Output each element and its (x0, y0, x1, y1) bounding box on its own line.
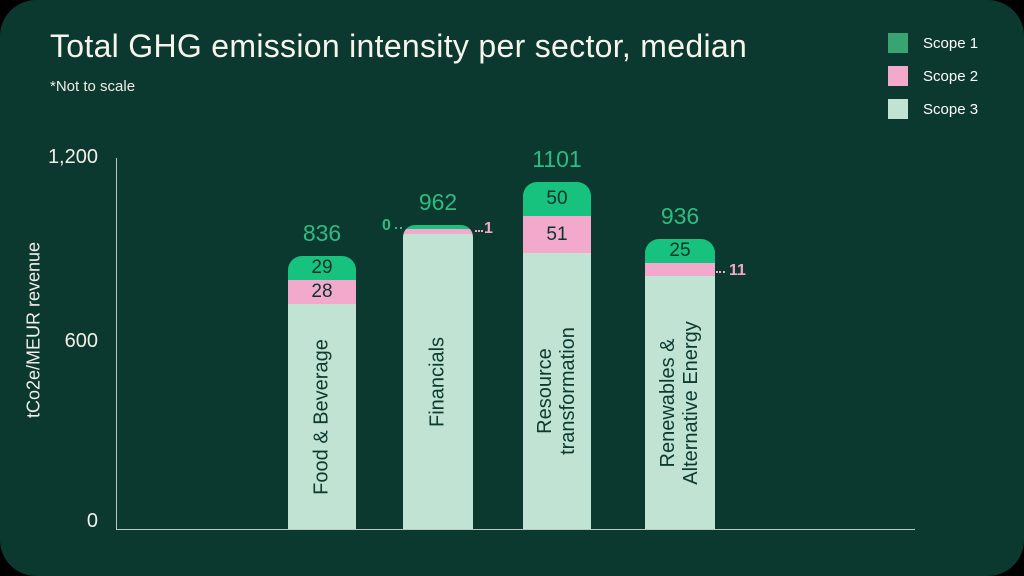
scope3-segment-food-beverage: Food & Beverage (288, 304, 356, 529)
bar-category-label-financials: Financials (426, 336, 449, 427)
bar-resource-transformation: 1101 50 51 Resource transformation (523, 146, 591, 529)
bar-food-beverage: 836 29 28 Food & Beverage (288, 220, 356, 529)
x-axis-line (116, 529, 915, 530)
callout-connector-scope1-financials (395, 227, 402, 229)
callout-connector-scope2-financials (475, 230, 483, 232)
bar-total-financials: 962 (418, 189, 458, 215)
scope2-value-resource-transformation: 51 (546, 223, 568, 245)
bar-renewables-alternative-energy: 936 25 Renewables & Alternative Energy (645, 203, 715, 529)
bar-total-food-beverage: 836 (302, 220, 342, 246)
bar-total-renewables: 936 (660, 203, 700, 229)
scope2-segment-resource-transformation: 51 (523, 216, 591, 253)
scope1-segment-food-beverage: 29 (288, 256, 356, 280)
legend: Scope 1 Scope 2 Scope 3 (888, 33, 978, 132)
scope1-segment-resource-transformation: 50 (523, 182, 591, 216)
scope2-segment-renewables (645, 263, 715, 276)
legend-item-scope3: Scope 3 (888, 99, 978, 119)
scope1-swatch-icon (888, 33, 908, 53)
scope1-value-callout-financials: 0 (382, 217, 391, 234)
scope1-segment-renewables: 25 (645, 239, 715, 263)
bar-category-label-renewables: Renewables & Alternative Energy (657, 320, 702, 485)
scope1-segment-financials (403, 225, 473, 229)
y-tick-600: 600 (64, 330, 98, 352)
bar-financials: 962 Financials (403, 189, 473, 529)
scope2-segment-financials (403, 229, 473, 234)
scope3-swatch-icon (888, 99, 908, 119)
y-tick-1200: 1,200 (47, 146, 98, 168)
scope3-segment-resource-transformation: Resource transformation (523, 253, 591, 529)
chart-title: Total GHG emission intensity per sector,… (50, 28, 748, 64)
scope2-value-callout-renewables: 11 (729, 262, 746, 279)
bar-category-label-food-beverage: Food & Beverage (310, 338, 333, 495)
legend-item-scope2: Scope 2 (888, 66, 978, 86)
scope2-value-food-beverage: 28 (311, 281, 333, 302)
legend-item-scope1: Scope 1 (888, 33, 978, 53)
scope1-value-resource-transformation: 50 (546, 188, 568, 209)
chart-note: *Not to scale (50, 78, 136, 95)
legend-label-scope3: Scope 3 (923, 100, 979, 118)
scope2-swatch-icon (888, 66, 908, 86)
bar-total-resource-transformation: 1101 (532, 146, 582, 172)
legend-label-scope2: Scope 2 (923, 67, 979, 85)
scope2-value-callout-financials: 1 (484, 220, 493, 237)
legend-label-scope1: Scope 1 (923, 34, 979, 52)
scope1-value-food-beverage: 29 (311, 257, 333, 278)
scope3-segment-renewables: Renewables & Alternative Energy (645, 276, 715, 529)
callout-connector-scope2-renewables (716, 271, 725, 273)
bar-category-label-resource-transformation: Resource transformation (534, 327, 579, 455)
y-axis-line (116, 158, 117, 529)
scope2-segment-food-beverage: 28 (288, 280, 356, 304)
y-tick-0: 0 (86, 510, 98, 532)
scope3-segment-financials: Financials (403, 234, 473, 529)
scope1-value-renewables: 25 (669, 240, 691, 261)
